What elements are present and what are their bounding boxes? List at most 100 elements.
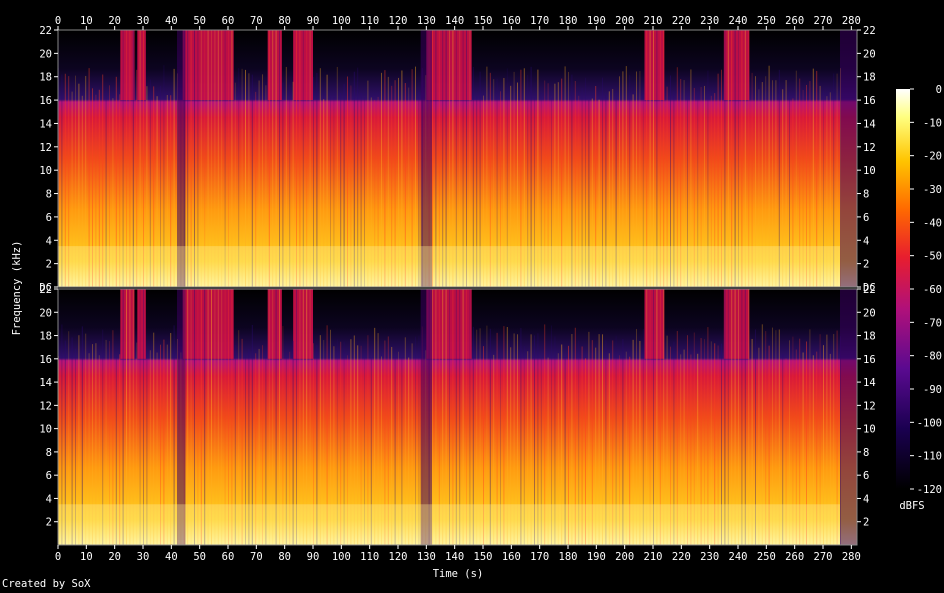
y-tick-label: 8 [46,447,52,459]
spectral-streak [224,289,226,545]
spectral-streak [61,74,63,287]
spectral-streak [761,324,763,545]
spectral-streak [799,78,801,287]
x-tick-label: 210 [644,551,663,563]
spectral-streak [255,91,257,287]
spectral-streak [411,69,413,287]
spectral-streak [262,345,263,545]
spectral-streak [296,289,297,545]
spectral-streak [551,325,552,545]
y-tick-label: 2 [863,517,869,529]
spectral-streak [88,353,90,545]
x-tick-label: 130 [417,551,436,563]
spectral-streak [139,30,141,287]
spectral-streak [629,356,631,545]
spectral-streak [285,66,287,287]
colorbar-tick-label: -40 [923,217,942,229]
spectral-streak [581,87,583,287]
high-frequency-burst [723,289,750,359]
spectral-streak [85,333,87,545]
low-frequency-band [58,504,840,545]
spectral-streak [564,66,566,287]
spectral-streak [683,80,685,287]
x-tick-label: 270 [814,551,833,563]
x-tick-label: 10 [80,15,93,27]
spectral-streak [523,68,525,287]
spectral-streak [265,85,267,287]
spectral-streak [656,30,658,287]
spectral-streak [598,334,600,545]
spectral-streak [282,82,284,288]
x-tick-label: 30 [137,551,150,563]
spectral-streak [68,331,70,545]
spectral-streak [768,345,770,545]
spectral-streak [829,92,831,287]
x-tick-label: 230 [700,551,719,563]
x-tick-label: 180 [559,15,578,27]
spectral-streak [374,327,376,545]
spectral-streak [190,30,192,287]
spectral-streak [404,83,406,288]
spectral-streak [459,289,461,545]
spectral-streak [207,289,209,545]
spectral-streak [282,325,284,545]
spectral-streak [78,83,80,287]
spectral-streak [387,76,389,288]
spectral-streak [272,289,274,545]
y-tick-label: 22 [39,284,52,296]
spectral-streak [500,91,501,288]
spectral-streak [544,324,546,545]
spectral-streak [585,77,586,287]
spectral-streak [340,341,342,545]
spectral-streak [248,349,250,545]
spectral-streak [571,74,573,287]
spectral-streak [231,30,233,287]
spectral-streak [452,30,454,287]
spectral-streak [302,289,304,545]
colorbar-tick-label: -50 [923,251,942,263]
spectral-streak [364,355,365,545]
spectral-streak [517,82,518,287]
spectral-streak [455,289,457,545]
spectral-streak [676,330,678,545]
spectral-streak [697,94,699,287]
spectral-streak [408,87,410,287]
spectral-streak [775,330,777,545]
spectral-streak [493,354,495,545]
x-axis-label: Time (s) [433,568,484,580]
spectral-streak [462,289,464,545]
spectral-streak [608,91,610,287]
spectral-streak [833,73,835,287]
spectral-streak [636,329,637,545]
spectral-streak [605,340,607,545]
spectral-streak [163,65,165,288]
spectral-streak [574,80,576,287]
spectral-streak [187,289,189,545]
spectral-streak [785,358,787,545]
spectral-streak [700,338,702,545]
spectral-streak [472,326,474,545]
spectral-streak [452,289,454,545]
spectral-streak [479,71,481,287]
spectral-streak [309,30,311,287]
spectral-streak [693,87,695,287]
y-tick-label: 14 [863,118,876,130]
spectral-streak [357,67,359,287]
spectral-streak [540,358,542,545]
spectral-streak [143,30,144,287]
spectral-streak [506,68,508,287]
spectral-streak [704,85,705,287]
spectral-streak [479,328,481,545]
spectral-streak [629,75,631,287]
spectral-streak [530,334,532,545]
spectral-streak [387,336,389,545]
spectral-streak [646,289,648,545]
spectral-streak [561,78,563,287]
spectral-streak [622,339,624,545]
spectral-streak [190,289,192,545]
spectral-streak [459,30,461,287]
x-tick-label: 220 [672,551,691,563]
spectral-streak [551,98,552,287]
spectral-streak [744,30,746,287]
spectral-streak [129,289,131,545]
